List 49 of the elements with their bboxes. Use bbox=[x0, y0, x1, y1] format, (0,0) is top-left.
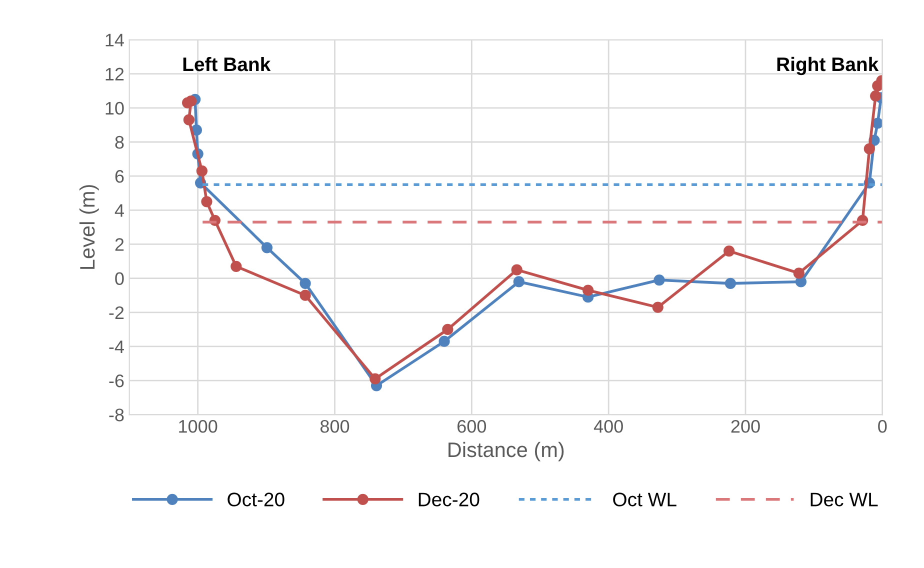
y-tick-label: 4 bbox=[114, 204, 124, 217]
y-tick-label: 0 bbox=[115, 272, 124, 286]
annotation: Right Bank bbox=[777, 56, 879, 76]
point bbox=[864, 143, 875, 154]
y-tick-label: 6 bbox=[115, 170, 124, 183]
point bbox=[870, 90, 882, 102]
x-tick-label: 1000 bbox=[179, 420, 218, 433]
point bbox=[201, 196, 212, 208]
point bbox=[261, 242, 273, 254]
point bbox=[793, 268, 804, 279]
x-tick-label: 600 bbox=[458, 420, 486, 433]
y-tick-label: 12 bbox=[106, 68, 124, 80]
point bbox=[511, 264, 522, 276]
legend-label: Dec WL bbox=[810, 492, 878, 506]
legend-label: Dec-20 bbox=[418, 492, 480, 506]
point bbox=[185, 96, 197, 107]
point bbox=[438, 336, 450, 347]
point bbox=[300, 290, 311, 301]
y-axis-title: Level (m) bbox=[79, 185, 99, 269]
point bbox=[196, 165, 208, 177]
point bbox=[183, 114, 194, 126]
y-tick-label: -4 bbox=[109, 340, 124, 354]
point bbox=[652, 302, 664, 313]
point bbox=[654, 274, 665, 286]
legend-label: Oct WL bbox=[613, 492, 676, 506]
y-tick-label: -6 bbox=[109, 374, 124, 388]
y-tick-label: 14 bbox=[106, 34, 124, 46]
y-tick-label: -8 bbox=[109, 408, 124, 422]
x-tick-label: 0 bbox=[878, 420, 887, 433]
legend-label: Oct-20 bbox=[228, 492, 284, 506]
point bbox=[582, 284, 594, 296]
point bbox=[300, 278, 311, 289]
x-tick-label: 400 bbox=[594, 420, 623, 433]
y-tick-label: 2 bbox=[115, 238, 124, 251]
point bbox=[724, 278, 736, 289]
x-tick-label: 800 bbox=[320, 420, 350, 433]
point bbox=[724, 246, 735, 257]
point bbox=[513, 276, 524, 288]
annotation: Left Bank bbox=[183, 56, 271, 72]
y-tick-label: 10 bbox=[106, 102, 124, 115]
point bbox=[795, 276, 807, 288]
y-tick-label: 8 bbox=[115, 136, 124, 149]
point bbox=[872, 118, 882, 129]
x-axis-title: Distance (m) bbox=[448, 442, 564, 462]
point bbox=[370, 373, 381, 384]
y-tick-label: -2 bbox=[109, 306, 124, 319]
point bbox=[442, 324, 454, 335]
point bbox=[230, 260, 242, 272]
x-tick-label: 200 bbox=[731, 420, 760, 433]
